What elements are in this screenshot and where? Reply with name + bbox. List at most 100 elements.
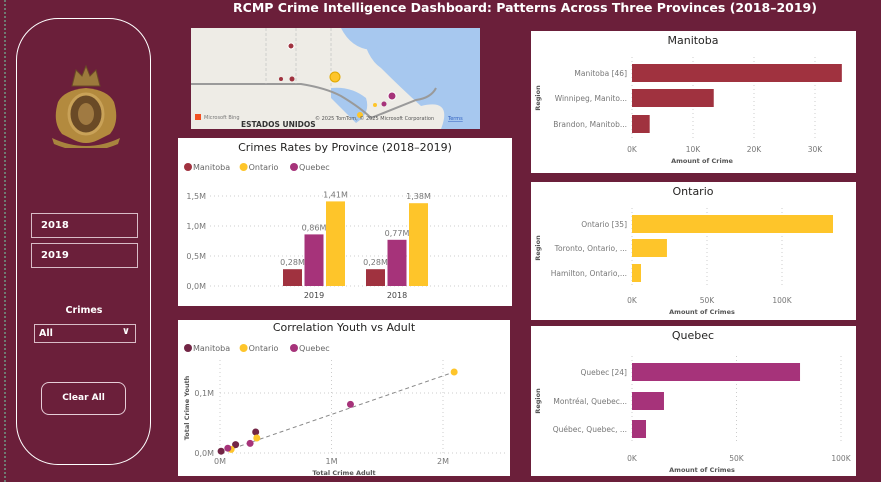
x-tick-label: 50K: [729, 454, 745, 463]
legend-label-ontario: Ontario: [249, 344, 279, 353]
y-axis-title: Total Crime Youth: [183, 375, 191, 440]
x-tick-label: 0M: [214, 457, 226, 466]
year-filter-2019[interactable]: 2019: [31, 243, 138, 268]
x-tick-label: 100K: [831, 454, 851, 463]
x-axis-title: Total Crime Adult: [312, 469, 375, 476]
bar-2: [632, 264, 641, 282]
bar-0: [632, 215, 833, 233]
chart-title: Crimes Rates by Province (2018–2019): [238, 141, 452, 154]
x-tick-label: 0K: [627, 454, 638, 463]
legend-marker-quebec: [290, 344, 298, 352]
legend-label-ontario: Ontario: [249, 163, 279, 172]
category-label: Manitoba [46]: [574, 69, 627, 78]
point-manitoba: [252, 428, 260, 436]
bar-manitoba-2018: [366, 269, 385, 286]
bar-0: [632, 363, 801, 381]
legend-label-manitoba: Manitoba: [193, 163, 230, 172]
ontario-chart-card: Ontario 0K 50K 100K Amount of Crimes Region On…: [531, 182, 856, 320]
point-quebec: [224, 444, 232, 452]
category-label: Quebec [24]: [580, 368, 627, 377]
bar-1: [632, 392, 664, 410]
legend-marker-ontario: [239, 163, 248, 171]
bar-2: [632, 115, 650, 133]
legend-marker-manitoba: [184, 163, 192, 171]
legend-marker-ontario: [239, 344, 248, 352]
point-ontario: [450, 368, 458, 376]
province-map[interactable]: Microsoft Bing © 2025 TomTom, © 2025 Mic…: [191, 28, 480, 129]
bar-ontario-2018: [409, 203, 428, 286]
point-manitoba: [217, 447, 225, 455]
trendline: [219, 371, 455, 454]
crimes-dropdown-value: All: [39, 328, 53, 339]
category-label: Brandon, Manitob...: [553, 120, 627, 129]
point-ontario: [253, 434, 261, 442]
point-quebec: [346, 400, 354, 408]
map-country-label: ESTADOS UNIDOS: [241, 120, 316, 129]
chart-title: Ontario: [673, 185, 714, 198]
bar-1: [632, 89, 714, 107]
data-label: 0,77M: [385, 229, 410, 238]
chart-title: Quebec: [672, 329, 714, 342]
y-axis-title: Region: [534, 388, 542, 414]
bar-1: [632, 239, 667, 257]
data-label: 0,86M: [302, 223, 327, 232]
y-axis-title: Region: [534, 85, 542, 111]
x-tick-label: 30K: [808, 145, 824, 154]
manitoba-chart-card: Manitoba 0K 10K 20K 30K Amount of Crime Region…: [531, 31, 856, 173]
y-tick-label: 1,0M: [186, 222, 206, 231]
x-tick-label: 10K: [686, 145, 702, 154]
rcmp-crest-logo: [52, 64, 120, 148]
y-tick-label: 0,0M: [194, 449, 214, 458]
bar-ontario-2019: [326, 201, 345, 286]
legend-label-quebec: Quebec: [299, 344, 330, 353]
map-attribution: © 2025 TomTom, © 2025 Microsoft Corporat…: [315, 115, 434, 122]
filter-sidebar: [16, 18, 151, 465]
map-logo: Microsoft Bing: [204, 115, 240, 121]
x-tick-label: 20K: [747, 145, 763, 154]
category-label: Québec, Quebec, ...: [553, 425, 627, 434]
year-filter-2018[interactable]: 2018: [31, 213, 138, 238]
legend-label-quebec: Quebec: [299, 163, 330, 172]
legend-label-manitoba: Manitoba: [193, 344, 230, 353]
y-axis-title: Region: [534, 235, 542, 261]
x-axis-title: Amount of Crimes: [669, 466, 735, 474]
clear-all-button[interactable]: Clear All: [41, 382, 126, 415]
correlation-chart-card: Correlation Youth vs Adult Manitoba Ontari…: [178, 320, 510, 477]
y-tick-label: 0,1M: [194, 389, 214, 398]
bar-quebec-2019: [304, 234, 324, 286]
y-tick-label: 0,0M: [186, 282, 206, 291]
point-manitoba: [232, 441, 240, 449]
chart-title: Correlation Youth vs Adult: [273, 321, 416, 334]
category-label: Ontario [35]: [581, 220, 627, 229]
point-quebec: [246, 439, 254, 447]
bar-0: [632, 64, 842, 82]
x-tick-label: 2018: [387, 291, 407, 300]
x-tick-label: 50K: [700, 296, 716, 305]
bar-quebec-2018: [387, 239, 407, 286]
x-tick-label: 1M: [326, 457, 338, 466]
x-axis-title: Amount of Crimes: [669, 308, 735, 316]
category-label: Hamilton, Ontario,...: [551, 269, 627, 278]
data-label: 1,38M: [406, 192, 431, 201]
crime-rates-chart-card: Crimes Rates by Province (2018–2019) Mani…: [178, 138, 512, 306]
x-tick-label: 100K: [772, 296, 792, 305]
page-edge-divider: [4, 0, 6, 482]
crimes-dropdown[interactable]: All ∨: [34, 324, 136, 343]
dashboard-title: RCMP Crime Intelligence Dashboard: Patte…: [233, 0, 817, 15]
map-terms-link[interactable]: Terms: [447, 116, 463, 122]
x-tick-label: 2M: [437, 457, 449, 466]
data-label: 0,28M: [363, 258, 388, 267]
data-label: 1,41M: [323, 190, 348, 199]
x-axis-title: Amount of Crime: [671, 157, 733, 165]
y-tick-label: 1,5M: [186, 192, 206, 201]
x-tick-label: 0K: [627, 145, 638, 154]
category-label: Winnipeg, Manito...: [555, 94, 627, 103]
y-tick-label: 0,5M: [186, 252, 206, 261]
legend-marker-manitoba: [184, 344, 192, 352]
chevron-down-icon: ∨: [121, 326, 130, 337]
bar-manitoba-2019: [283, 269, 302, 286]
x-tick-label: 2019: [304, 291, 324, 300]
crimes-filter-label: Crimes: [65, 305, 103, 316]
data-label: 0,28M: [280, 258, 305, 267]
category-label: Toronto, Ontario, ...: [554, 244, 627, 253]
